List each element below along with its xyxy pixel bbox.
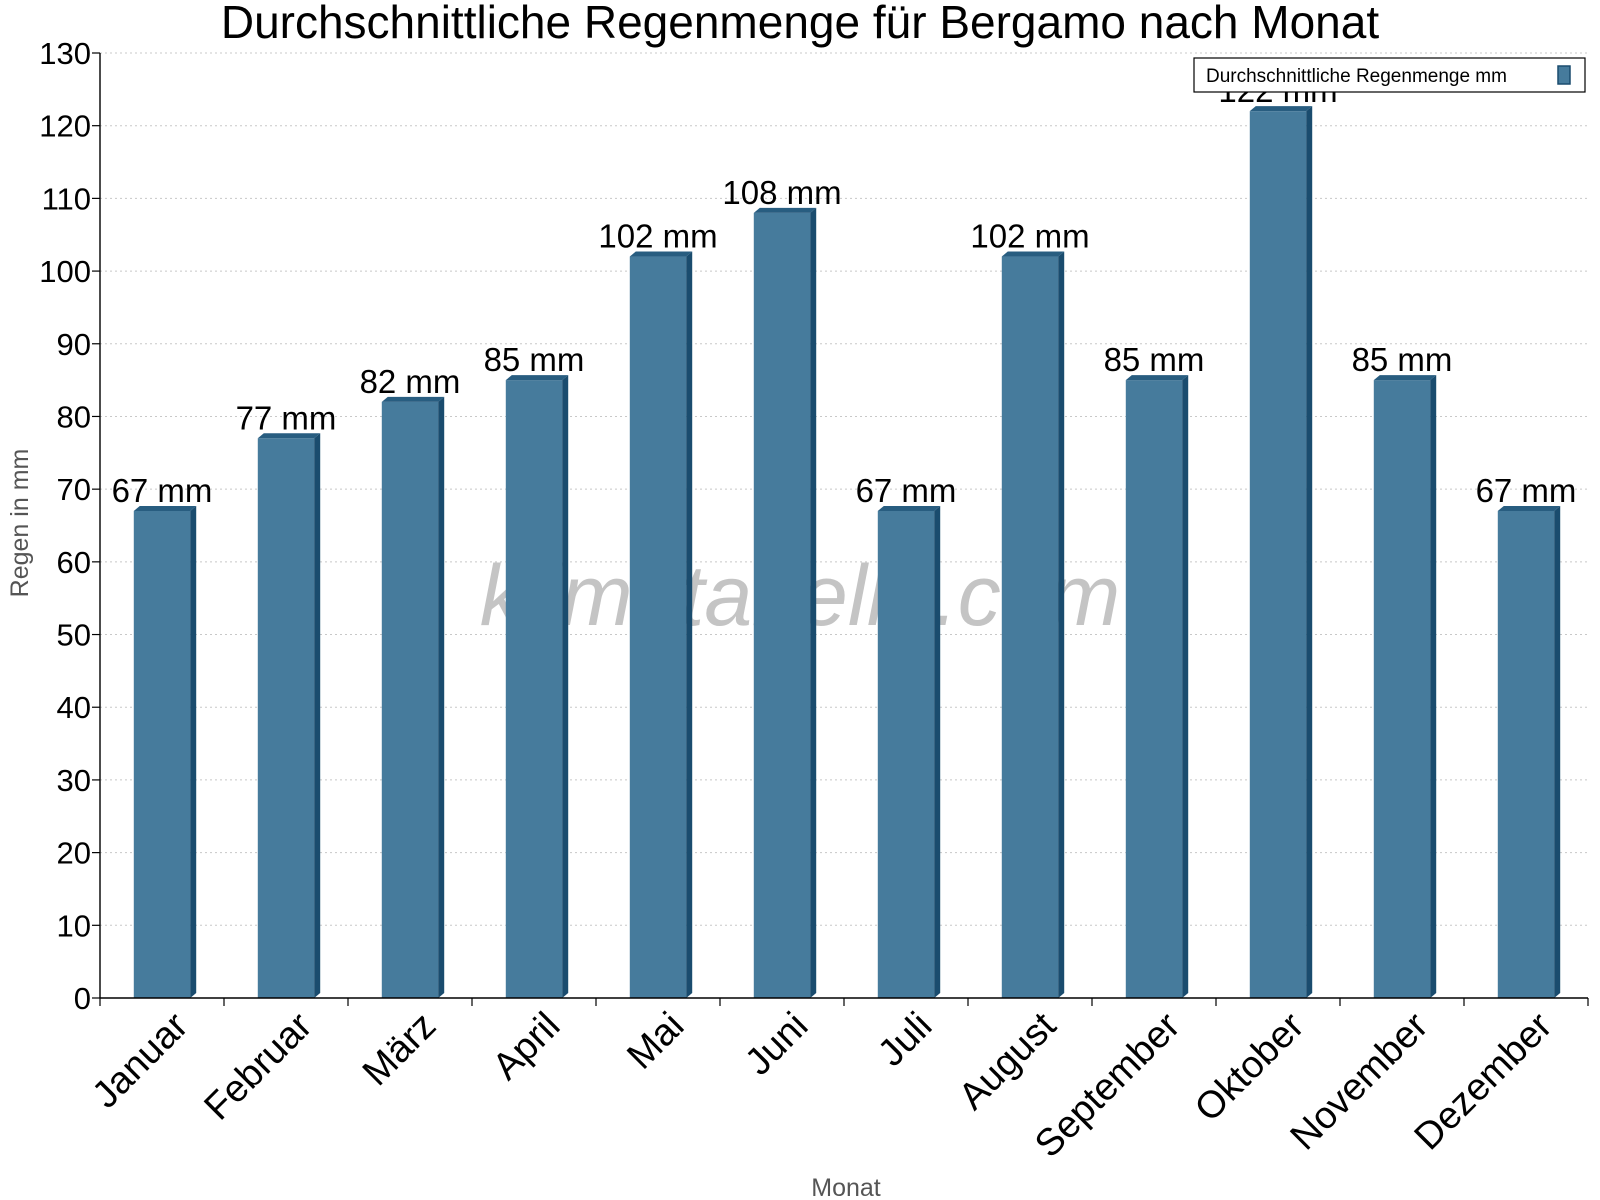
bar-top — [629, 251, 693, 257]
y-tick-label: 100 — [39, 254, 91, 289]
bar — [629, 251, 693, 999]
grid-lines — [100, 52, 1588, 926]
y-tick-label: 40 — [57, 690, 91, 725]
bar — [753, 207, 817, 998]
y-tick-label: 50 — [57, 618, 91, 653]
y-tick-label: 80 — [57, 399, 91, 434]
bar-top — [1497, 505, 1561, 511]
bar — [1125, 375, 1189, 999]
bar-top — [257, 433, 321, 439]
y-tick-label: 130 — [39, 36, 91, 71]
data-label: 85 mm — [1352, 341, 1453, 378]
category-label: Februar — [197, 1004, 321, 1128]
data-label: 77 mm — [236, 399, 337, 436]
y-tick-label: 20 — [57, 836, 91, 871]
bar-side — [1182, 375, 1189, 999]
x-axis-title: Monat — [811, 1174, 881, 1200]
y-tick-label: 110 — [42, 181, 91, 216]
y-tick-label: 10 — [57, 908, 91, 943]
bar-top — [1373, 375, 1437, 381]
bar-front — [753, 212, 811, 998]
data-label: 67 mm — [1476, 472, 1577, 509]
bar-front — [1249, 111, 1307, 998]
bar-side — [1554, 505, 1561, 998]
data-label: 82 mm — [360, 363, 461, 400]
category-label: März — [355, 1005, 444, 1094]
data-label: 67 mm — [112, 472, 213, 509]
bar-top — [1001, 251, 1065, 257]
data-label: 108 mm — [722, 174, 841, 211]
bar-side — [686, 251, 693, 999]
legend-swatch — [1557, 65, 1571, 85]
bars — [133, 106, 1561, 999]
y-tick-label: 90 — [57, 327, 91, 362]
bar-front — [257, 438, 315, 998]
bar-front — [1125, 380, 1183, 999]
bar-front — [877, 510, 935, 998]
data-label: 85 mm — [484, 341, 585, 378]
bar — [1373, 375, 1437, 999]
bar-front — [381, 401, 439, 998]
data-label: 102 mm — [970, 218, 1089, 255]
legend-label: Durchschnittliche Regenmenge mm — [1206, 66, 1507, 87]
bar-side — [562, 375, 569, 999]
bar-front — [133, 510, 191, 998]
y-tick-label: 70 — [57, 472, 91, 507]
category-label: Januar — [84, 1004, 196, 1116]
category-label: Juni — [737, 1005, 816, 1084]
bar-side — [934, 505, 941, 998]
y-axis-title: Regen in mm — [6, 449, 34, 598]
bar — [877, 505, 941, 998]
data-label: 102 mm — [598, 218, 717, 255]
bar — [1249, 106, 1313, 998]
y-tick-label: 60 — [57, 545, 91, 580]
data-label: 85 mm — [1104, 341, 1205, 378]
bar-side — [1430, 375, 1437, 999]
bar — [381, 396, 445, 998]
bar-side — [810, 207, 817, 998]
legend: Durchschnittliche Regenmenge mm — [1193, 57, 1586, 93]
bar-front — [505, 380, 563, 999]
y-tick-label: 120 — [39, 109, 91, 144]
bar-top — [381, 396, 445, 402]
bar — [1497, 505, 1561, 998]
bar — [257, 433, 321, 998]
category-label: Oktober — [1187, 1004, 1313, 1130]
data-label: 67 mm — [856, 472, 957, 509]
category-label: Juli — [870, 1005, 940, 1075]
legend-box — [1193, 57, 1586, 93]
bar — [133, 505, 197, 998]
bar — [505, 375, 569, 999]
category-label: August — [951, 1004, 1065, 1118]
bar-top — [753, 207, 817, 213]
y-tick-label: 30 — [57, 763, 91, 798]
bar-top — [505, 375, 569, 381]
bar-side — [314, 433, 321, 998]
bar-front — [1497, 510, 1555, 998]
bar-side — [190, 505, 197, 998]
bar-side — [438, 396, 445, 998]
bar — [1001, 251, 1065, 999]
bar-top — [1249, 106, 1313, 112]
y-tick-label: 0 — [74, 981, 91, 1016]
bar-front — [629, 256, 687, 998]
chart-title: Durchschnittliche Regenmenge für Bergamo… — [221, 0, 1380, 48]
bar-top — [1125, 375, 1189, 381]
bar-front — [1373, 380, 1431, 999]
category-label: Dezember — [1407, 1004, 1561, 1158]
bar-side — [1058, 251, 1065, 999]
bar-top — [133, 505, 197, 511]
bar-front — [1001, 256, 1059, 998]
category-label: Mai — [619, 1005, 692, 1078]
category-label: April — [485, 1005, 568, 1088]
bar-side — [1306, 106, 1313, 998]
bar-top — [877, 505, 941, 511]
